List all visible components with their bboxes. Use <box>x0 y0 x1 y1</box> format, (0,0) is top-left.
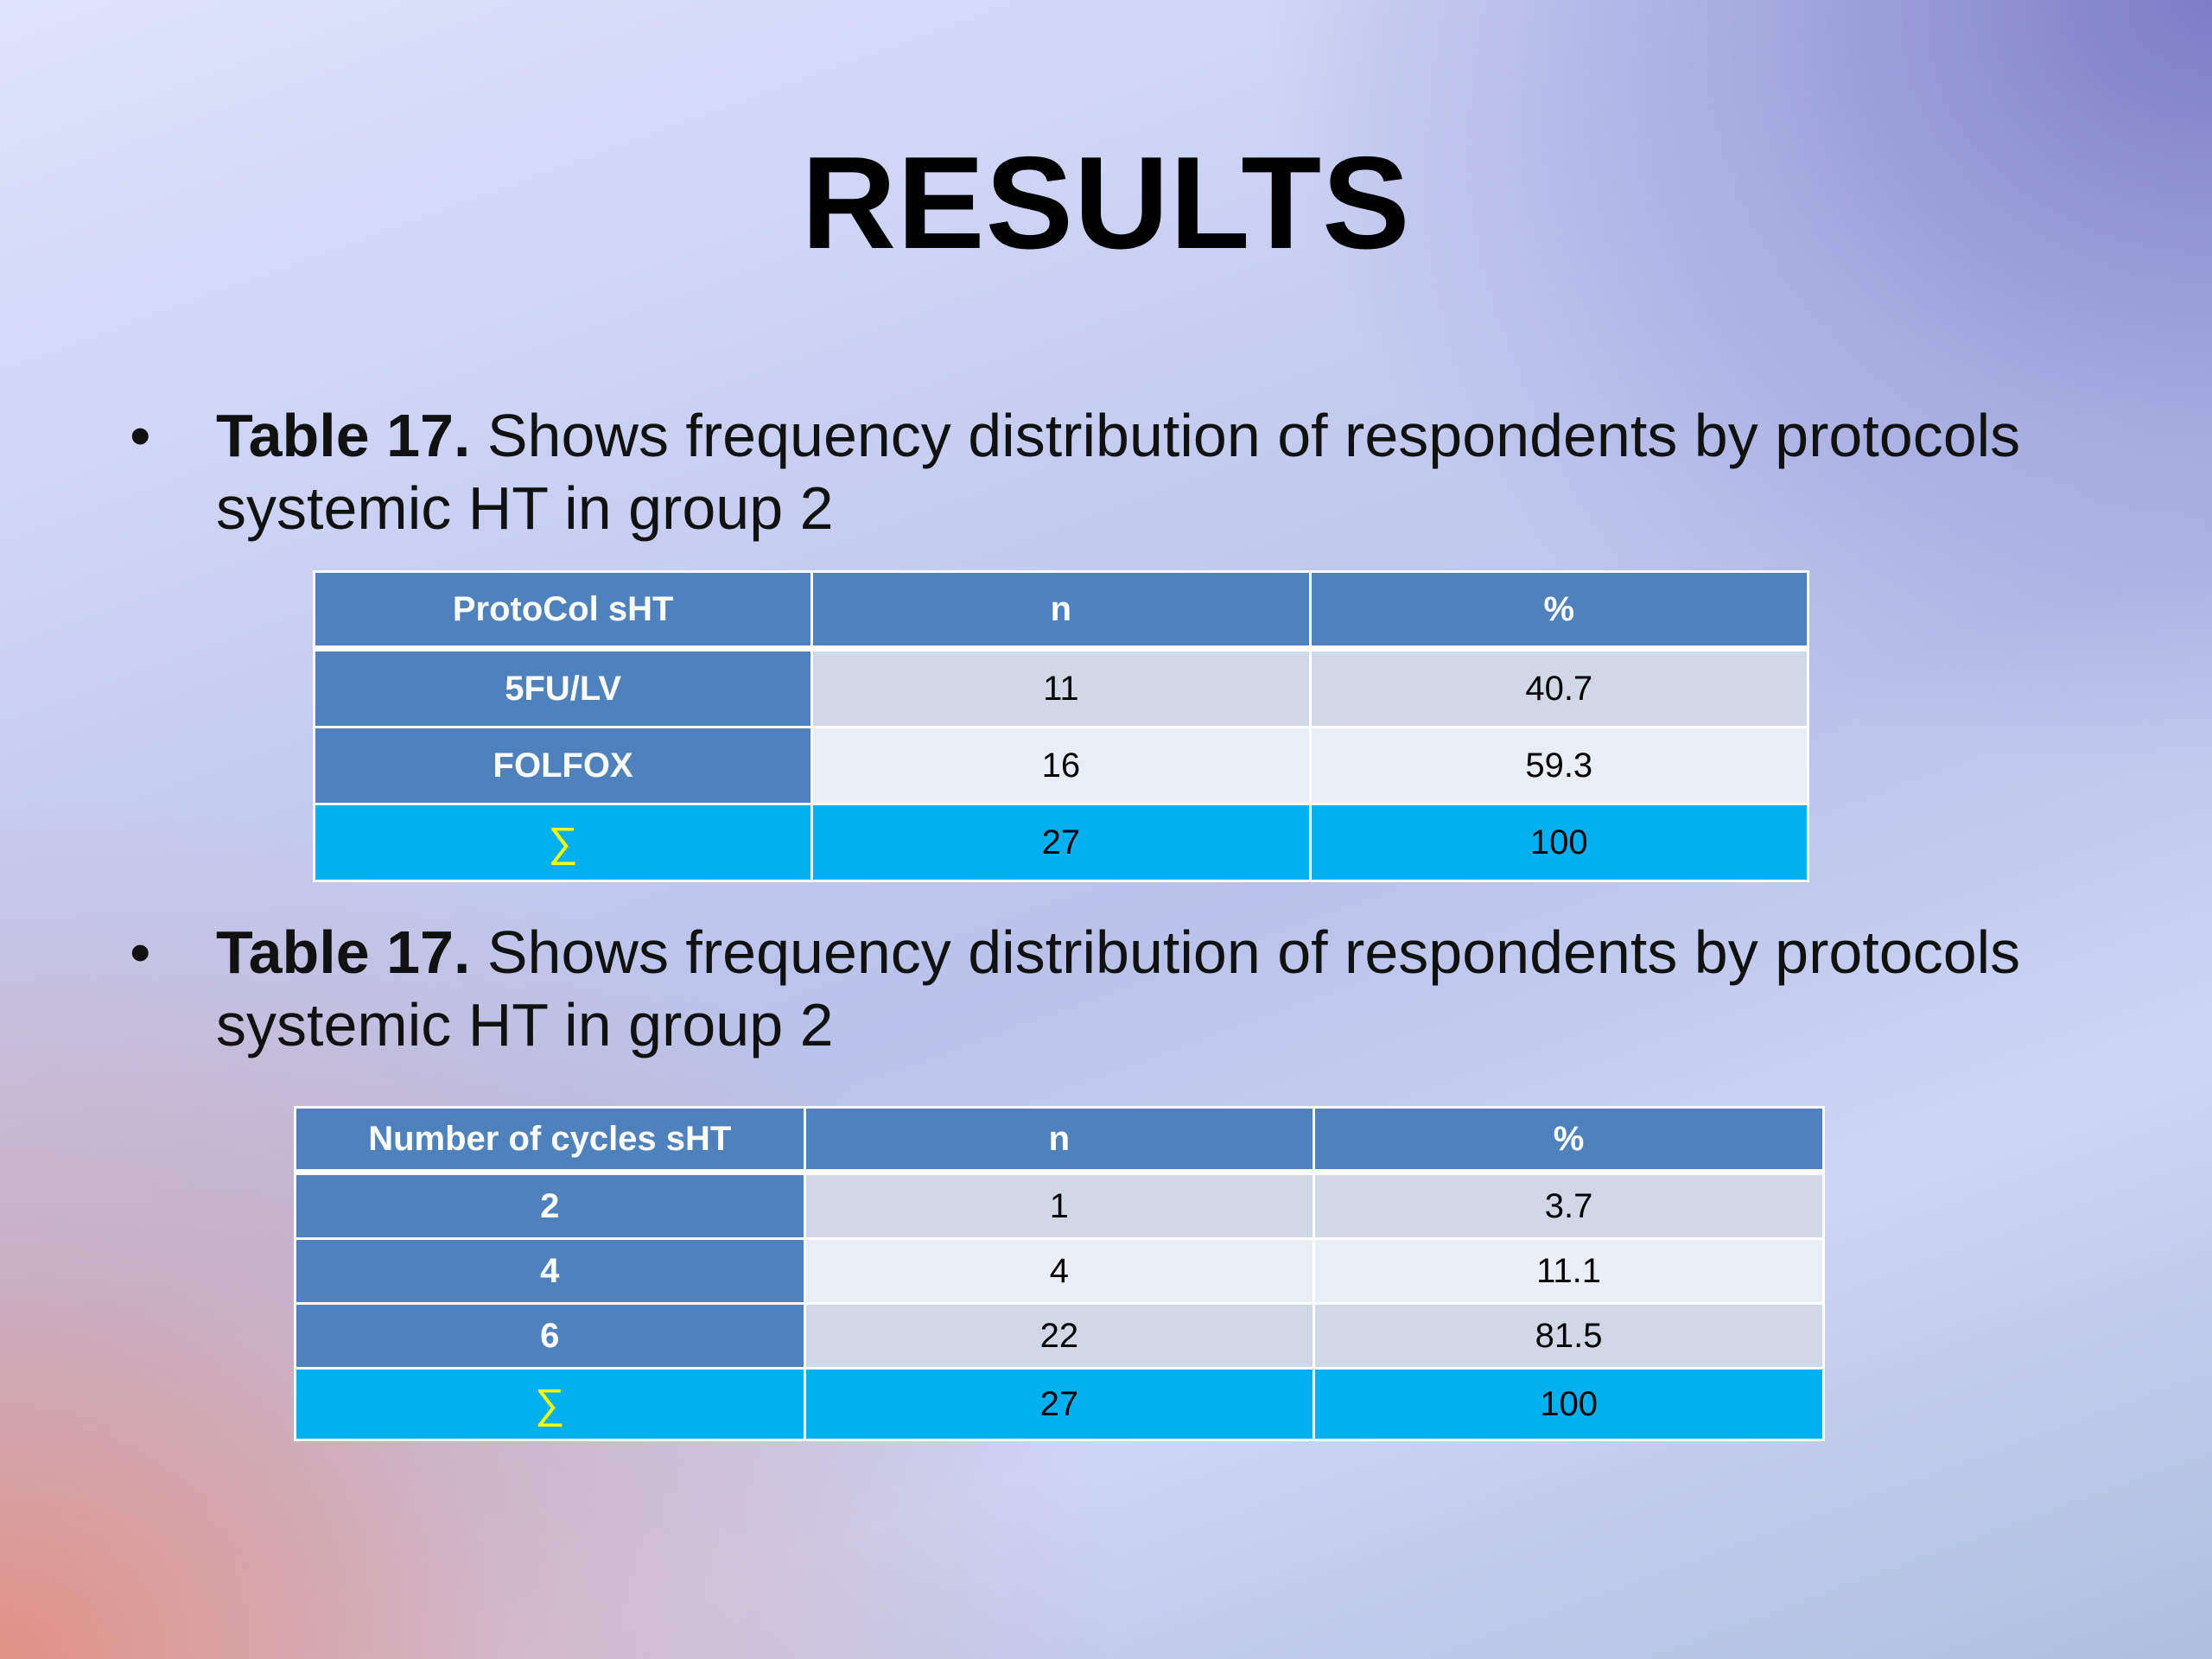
sigma-icon: ∑ <box>294 1367 806 1441</box>
header-cell: n <box>803 1106 1316 1175</box>
table-reference: Table 17. <box>216 918 471 986</box>
percent-cell: 59.3 <box>1308 726 1810 805</box>
bullet-item-1: • Table 17. Shows frequency distribution… <box>130 399 2117 544</box>
row-label-cell: 4 <box>294 1237 806 1305</box>
table-total-row: ∑ 27 100 <box>294 1367 1825 1441</box>
total-percent-cell: 100 <box>1308 803 1810 882</box>
bullet-item-2: • Table 17. Shows frequency distribution… <box>130 916 2117 1061</box>
row-label-cell: 6 <box>294 1302 806 1370</box>
header-cell: % <box>1308 570 1810 652</box>
percent-cell: 3.7 <box>1313 1171 1825 1240</box>
table-row: 4 4 11.1 <box>294 1237 1825 1305</box>
table-header-row: ProtoCol sHT n % <box>312 570 1810 652</box>
header-cell: Number of cycles sHT <box>294 1106 806 1175</box>
table-row: 2 1 3.7 <box>294 1171 1825 1240</box>
row-label-cell: 2 <box>294 1171 806 1240</box>
table-total-row: ∑ 27 100 <box>312 803 1810 882</box>
count-cell: 22 <box>803 1302 1316 1370</box>
percent-cell: 40.7 <box>1308 647 1810 728</box>
count-cell: 16 <box>810 726 1312 805</box>
sigma-icon: ∑ <box>312 803 814 882</box>
header-cell: % <box>1313 1106 1825 1175</box>
total-count-cell: 27 <box>803 1367 1316 1441</box>
count-cell: 11 <box>810 647 1312 728</box>
table-header-row: Number of cycles sHT n % <box>294 1106 1825 1175</box>
bullet-text: Table 17. Shows frequency distribution o… <box>216 399 2117 544</box>
table-reference: Table 17. <box>216 402 471 469</box>
count-cell: 4 <box>803 1237 1316 1305</box>
bullet-description: Shows frequency distribution of responde… <box>216 918 2021 1058</box>
total-percent-cell: 100 <box>1313 1367 1825 1441</box>
count-cell: 1 <box>803 1171 1316 1240</box>
table-row: 6 22 81.5 <box>294 1302 1825 1370</box>
table-row: 5FU/LV 11 40.7 <box>312 647 1810 728</box>
table-row: FOLFOX 16 59.3 <box>312 726 1810 805</box>
bullet-dot-icon: • <box>130 402 151 469</box>
row-label-cell: 5FU/LV <box>312 647 814 728</box>
header-cell: n <box>810 570 1312 652</box>
header-cell: ProtoCol sHT <box>312 570 814 652</box>
slide-title: RESULTS <box>801 130 1411 276</box>
bullet-text: Table 17. Shows frequency distribution o… <box>216 916 2117 1061</box>
cycles-table: Number of cycles sHT n % 2 1 3.7 4 4 11.… <box>294 1106 1825 1441</box>
percent-cell: 11.1 <box>1313 1237 1825 1305</box>
total-count-cell: 27 <box>810 803 1312 882</box>
bullet-dot-icon: • <box>130 918 151 986</box>
protocol-table: ProtoCol sHT n % 5FU/LV 11 40.7 FOLFOX 1… <box>312 570 1810 882</box>
row-label-cell: FOLFOX <box>312 726 814 805</box>
percent-cell: 81.5 <box>1313 1302 1825 1370</box>
bullet-description: Shows frequency distribution of responde… <box>216 402 2021 542</box>
